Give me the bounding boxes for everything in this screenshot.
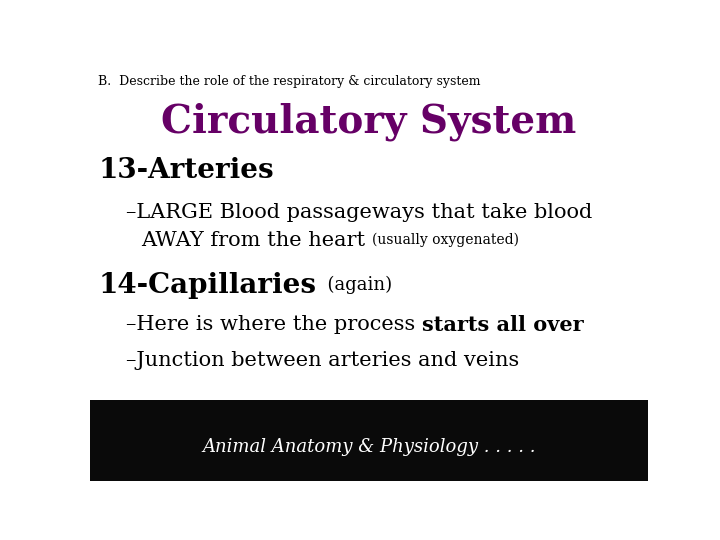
Text: Circulatory System: Circulatory System xyxy=(161,102,577,141)
Text: Animal Anatomy & Physiology . . . . .: Animal Anatomy & Physiology . . . . . xyxy=(202,437,536,456)
Text: 14-Capillaries: 14-Capillaries xyxy=(99,272,316,299)
Text: 13-Arteries: 13-Arteries xyxy=(99,157,274,184)
Text: starts all over: starts all over xyxy=(422,315,584,335)
Text: (usually oxygenated): (usually oxygenated) xyxy=(372,233,519,247)
Text: –Junction between arteries and veins: –Junction between arteries and veins xyxy=(126,350,520,369)
Text: –LARGE Blood passageways that take blood: –LARGE Blood passageways that take blood xyxy=(126,203,593,222)
Text: B.  Describe the role of the respiratory & circulatory system: B. Describe the role of the respiratory … xyxy=(99,75,481,88)
Text: (again): (again) xyxy=(316,276,392,294)
Text: AWAY from the heart: AWAY from the heart xyxy=(141,231,372,250)
FancyBboxPatch shape xyxy=(90,400,648,481)
Text: –Here is where the process: –Here is where the process xyxy=(126,315,422,334)
